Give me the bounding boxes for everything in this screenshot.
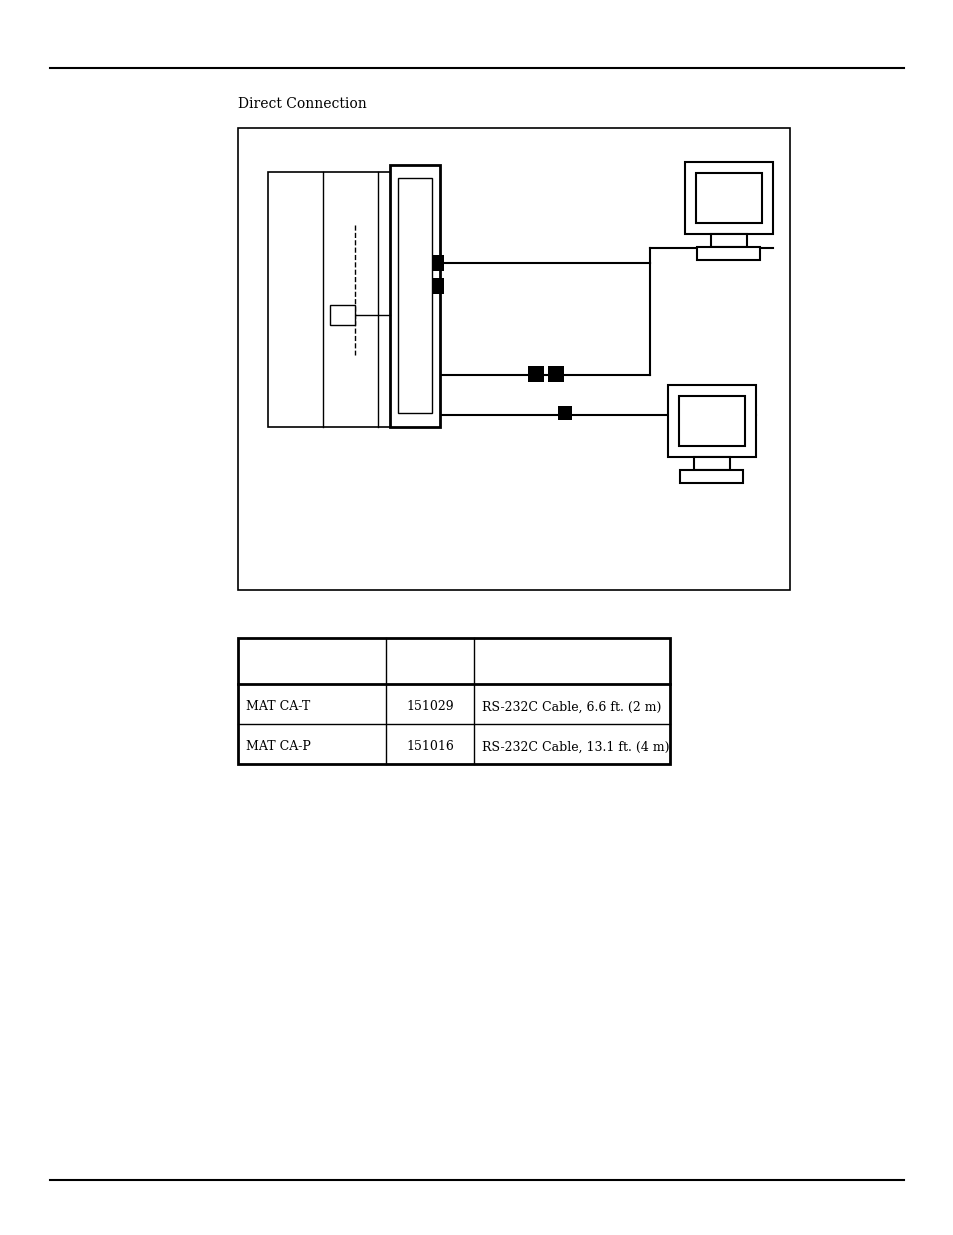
Bar (696, 173, 761, 224)
Bar (397, 178, 432, 412)
Text: MAT CA-P: MAT CA-P (246, 741, 311, 753)
Text: MAT CA-T: MAT CA-T (246, 700, 310, 714)
Bar (710, 233, 746, 247)
Text: RS-232C Cable, 13.1 ft. (4 m): RS-232C Cable, 13.1 ft. (4 m) (481, 741, 669, 753)
Bar (558, 406, 572, 420)
Bar (693, 457, 729, 471)
Text: 151016: 151016 (406, 741, 454, 753)
Bar (390, 165, 439, 427)
Bar (237, 638, 669, 764)
Bar (432, 254, 443, 270)
Bar (432, 278, 443, 294)
Bar (679, 396, 744, 446)
Bar (679, 471, 742, 483)
Text: Direct Connection: Direct Connection (237, 98, 366, 111)
Bar (527, 366, 543, 382)
Bar (684, 162, 772, 233)
Bar (547, 366, 563, 382)
Text: RS-232C Cable, 6.6 ft. (2 m): RS-232C Cable, 6.6 ft. (2 m) (481, 700, 660, 714)
Bar (330, 305, 355, 325)
Bar (697, 247, 760, 261)
Bar (237, 128, 789, 590)
Bar (667, 385, 755, 457)
Bar (268, 172, 433, 427)
Text: 151029: 151029 (406, 700, 454, 714)
